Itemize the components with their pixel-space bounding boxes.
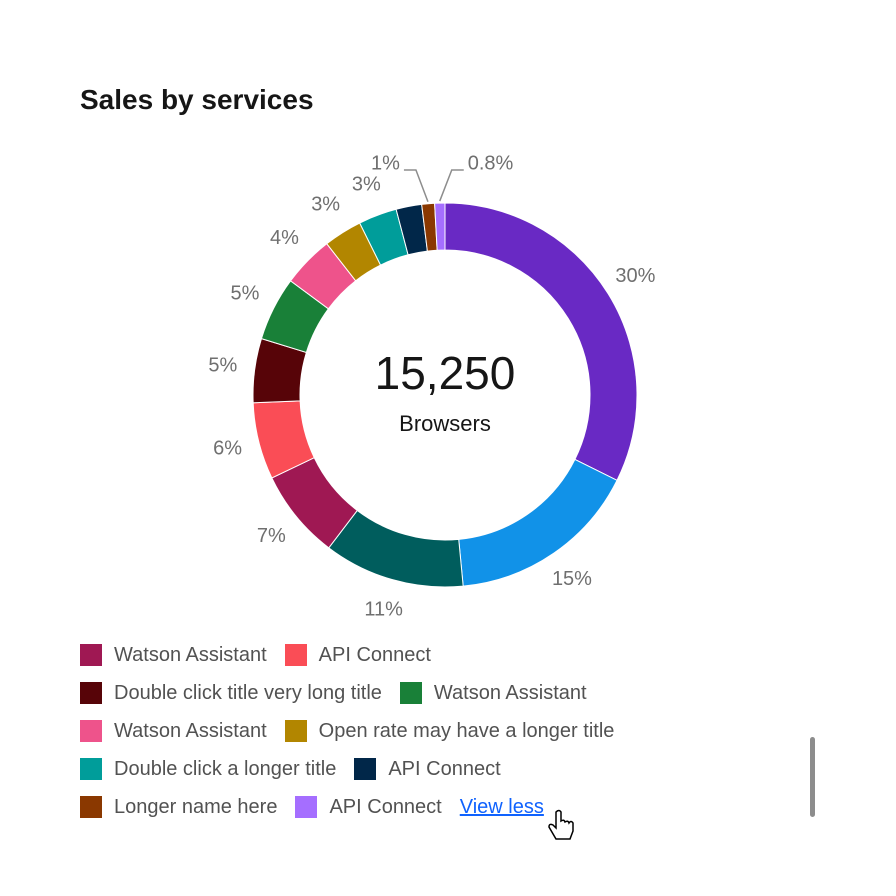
- legend-item[interactable]: Longer name here: [80, 788, 277, 822]
- view-less-link[interactable]: View less: [459, 795, 544, 818]
- legend-item[interactable]: Watson Assistant: [80, 642, 267, 674]
- legend: Watson Assistant API Connect Double click …: [80, 642, 700, 822]
- legend-label: Double click title very long title: [114, 681, 382, 704]
- value-label: 11%: [364, 599, 403, 621]
- value-label: 15%: [552, 568, 592, 590]
- value-label: 5%: [208, 355, 237, 377]
- center-value: 15,250: [375, 347, 516, 399]
- legend-label: Open rate may have a longer title: [318, 719, 615, 742]
- donut-segment: [458, 458, 618, 587]
- legend-swatch: [80, 796, 102, 818]
- legend-swatch: [284, 644, 307, 666]
- legend-item[interactable]: Double click a longer title: [80, 750, 336, 788]
- legend-swatch: [80, 682, 102, 704]
- leader-line: [403, 169, 429, 203]
- chart: 30%15%11%7%6%5%5%4%3%3%1% 0.8%15,250Brows…: [208, 152, 655, 621]
- value-label: 0.8%: [468, 152, 514, 174]
- value-label: 3%: [311, 194, 340, 216]
- legend-item[interactable]: API Connect: [295, 788, 442, 822]
- donut-segment: [434, 202, 446, 251]
- legend-swatch: [80, 720, 102, 742]
- legend-item[interactable]: API Connect: [284, 642, 431, 674]
- center-caption: Browsers: [399, 411, 491, 436]
- legend-swatch: [399, 682, 422, 704]
- legend-item[interactable]: API Connect: [354, 750, 501, 788]
- legend-label: API Connect: [318, 643, 431, 666]
- legend-swatch: [354, 758, 377, 780]
- legend-swatch: [284, 720, 307, 742]
- legend-label: Watson Assistant: [433, 681, 587, 704]
- value-label: 7%: [257, 525, 286, 547]
- legend-item[interactable]: Double click title very long title: [80, 674, 382, 712]
- value-label: 6%: [213, 437, 242, 459]
- value-label: 3%: [352, 174, 381, 196]
- donut-segment: [444, 202, 638, 481]
- leader-line: [439, 169, 464, 202]
- legend-item[interactable]: Watson Assistant: [80, 712, 267, 750]
- legend-label: API Connect: [388, 757, 501, 780]
- legend-swatch: [80, 644, 102, 666]
- scrollbar[interactable]: [810, 737, 815, 817]
- legend-swatch: [295, 796, 318, 818]
- legend-item[interactable]: Watson Assistant: [399, 674, 587, 712]
- legend-label: Longer name here: [114, 795, 278, 818]
- legend-label: API Connect: [329, 795, 442, 818]
- value-label: 1%: [371, 152, 400, 174]
- value-label: 30%: [615, 265, 655, 287]
- legend-label: Watson Assistant: [114, 643, 267, 666]
- legend-item[interactable]: Open rate may have a longer title: [284, 712, 615, 750]
- chart-title: Sales by services: [80, 84, 314, 115]
- value-label: 4%: [270, 227, 299, 249]
- legend-label: Double click a longer title: [114, 757, 337, 780]
- value-label: 5%: [231, 282, 260, 304]
- legend-label: Watson Assistant: [114, 719, 267, 742]
- legend-list: Watson Assistant API Connect Double click …: [80, 642, 680, 822]
- legend-swatch: [80, 758, 102, 780]
